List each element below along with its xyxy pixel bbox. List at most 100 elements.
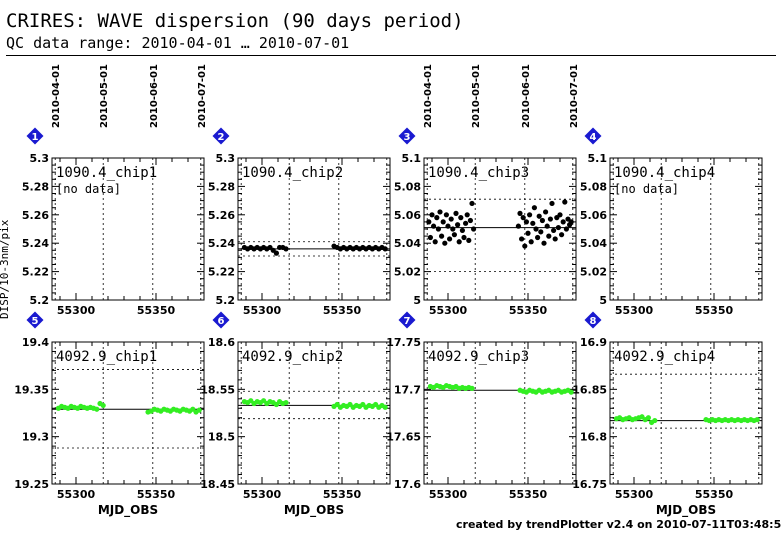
data-point [552, 236, 558, 242]
data-point [451, 232, 457, 238]
data-point [427, 234, 433, 241]
data-point [440, 219, 446, 225]
badge-number: 1 [32, 132, 39, 143]
page-title: CRIRES: WAVE dispersion (90 days period) [6, 10, 464, 32]
x-tick-label: 55300 [57, 304, 96, 317]
data-point [448, 216, 454, 222]
badge-number: 6 [218, 316, 225, 327]
panel-2: 55300 55350 5.2 5.22 5.24 5.26 5.28 5.3 1090.4_c… [208, 127, 391, 317]
data-point [568, 389, 574, 395]
footer-credit: created by trendPlotter v2.4 on 2010-07-… [456, 518, 782, 531]
badge-diamond [212, 127, 230, 145]
y-tick-label: 5.08 [580, 180, 607, 193]
date-tick-label: 2010-07-01 [569, 64, 580, 128]
y-tick-label: 5.3 [30, 152, 50, 165]
data-point [652, 417, 658, 424]
data-point [469, 385, 475, 391]
y-tick-label: 5.1 [402, 152, 422, 165]
data-point [525, 230, 531, 236]
data-point [546, 233, 552, 239]
data-point [543, 209, 549, 215]
x-tick-label: 55350 [509, 488, 548, 501]
badge-icon: 6 [212, 311, 230, 329]
data-point [547, 216, 554, 222]
x-tick-label: 55300 [615, 304, 654, 317]
data-point [528, 239, 534, 245]
badge-number: 5 [32, 316, 39, 327]
title-divider [6, 55, 776, 56]
x-tick-label: 55300 [243, 488, 282, 501]
panel-label: 1090.4_chip3 [428, 165, 529, 181]
x-tick-label: 55350 [695, 488, 734, 501]
x-tick-label: 55300 [429, 488, 468, 501]
data-point [555, 224, 562, 231]
y-tick-label: 5.22 [208, 266, 235, 279]
badge-number: 3 [404, 132, 411, 143]
x-tick-label: 55350 [137, 488, 176, 501]
y-tick-label: 17.7 [394, 383, 421, 396]
badge-diamond [584, 311, 602, 329]
data-point [754, 417, 760, 423]
y-tick-label: 18.45 [200, 478, 235, 491]
y-tick-label: 5.02 [580, 266, 607, 279]
badge-number: 4 [590, 132, 597, 143]
panel-frame [423, 341, 577, 485]
data-point [382, 404, 388, 410]
panel-label: 1090.4_chip4 [614, 165, 715, 181]
x-tick-label: 55350 [509, 304, 548, 317]
data-point [549, 200, 555, 207]
data-point [437, 209, 443, 215]
x-tick-label: 55350 [323, 488, 362, 501]
badge-icon: 8 [584, 311, 602, 329]
x-axis-label: MJD_OBS [284, 503, 344, 518]
data-point [560, 219, 566, 225]
data-point [531, 205, 538, 211]
data-point [466, 237, 472, 243]
data-point [517, 210, 523, 216]
page-subtitle: QC data range: 2010-04-01 … 2010-07-01 [6, 34, 350, 52]
panel-note: [no data] [56, 182, 121, 196]
y-tick-label: 5.2 [30, 294, 50, 307]
data-point [562, 199, 568, 205]
data-point [559, 232, 565, 238]
data-point [196, 407, 202, 413]
x-axis-label: MJD_OBS [656, 503, 716, 518]
y-tick-label: 19.35 [14, 383, 49, 396]
y-tick-label: 19.3 [22, 431, 49, 444]
x-tick-label: 55300 [615, 488, 654, 501]
y-tick-label: 19.25 [14, 478, 49, 491]
y-tick-label: 5.22 [22, 266, 49, 279]
y-tick-label: 17.65 [386, 431, 421, 444]
data-point [527, 212, 533, 218]
data-point [100, 402, 106, 409]
date-tick-label: 2010-04-01 [423, 64, 434, 128]
y-tick-label: 19.4 [22, 336, 49, 349]
data-point [530, 220, 536, 226]
date-tick-label: 2010-06-01 [521, 64, 532, 128]
badge-icon: 7 [398, 311, 416, 329]
data-point [520, 215, 526, 221]
data-point [539, 217, 546, 224]
data-point [533, 226, 539, 232]
panel-1: 55300 55350 5.2 5.22 5.24 5.26 5.28 5.3 1090.4_c… [0, 64, 208, 319]
y-tick-label: 5.04 [394, 237, 421, 250]
data-point [535, 234, 541, 241]
panel-6: 55300 55350 18.45 18.5 18.55 18.6 4092.9_chip2… [200, 311, 391, 518]
y-tick-label: 17.75 [386, 336, 421, 349]
badge-icon: 1 [26, 127, 44, 145]
data-point [455, 222, 461, 228]
y-tick-label: 16.85 [572, 383, 607, 396]
y-tick-label: 5.02 [394, 266, 421, 279]
data-point [645, 415, 652, 421]
data-point [463, 220, 469, 226]
y-axis-label: DISP/10-3nm/pix [0, 219, 11, 319]
y-tick-label: 5 [599, 294, 607, 307]
y-tick-label: 16.75 [572, 478, 607, 491]
data-point [519, 236, 525, 242]
panel-frame [609, 341, 763, 485]
x-tick-label: 55350 [695, 304, 734, 317]
y-tick-label: 5.06 [580, 209, 607, 222]
data-point [456, 239, 462, 245]
data-point [434, 215, 440, 221]
